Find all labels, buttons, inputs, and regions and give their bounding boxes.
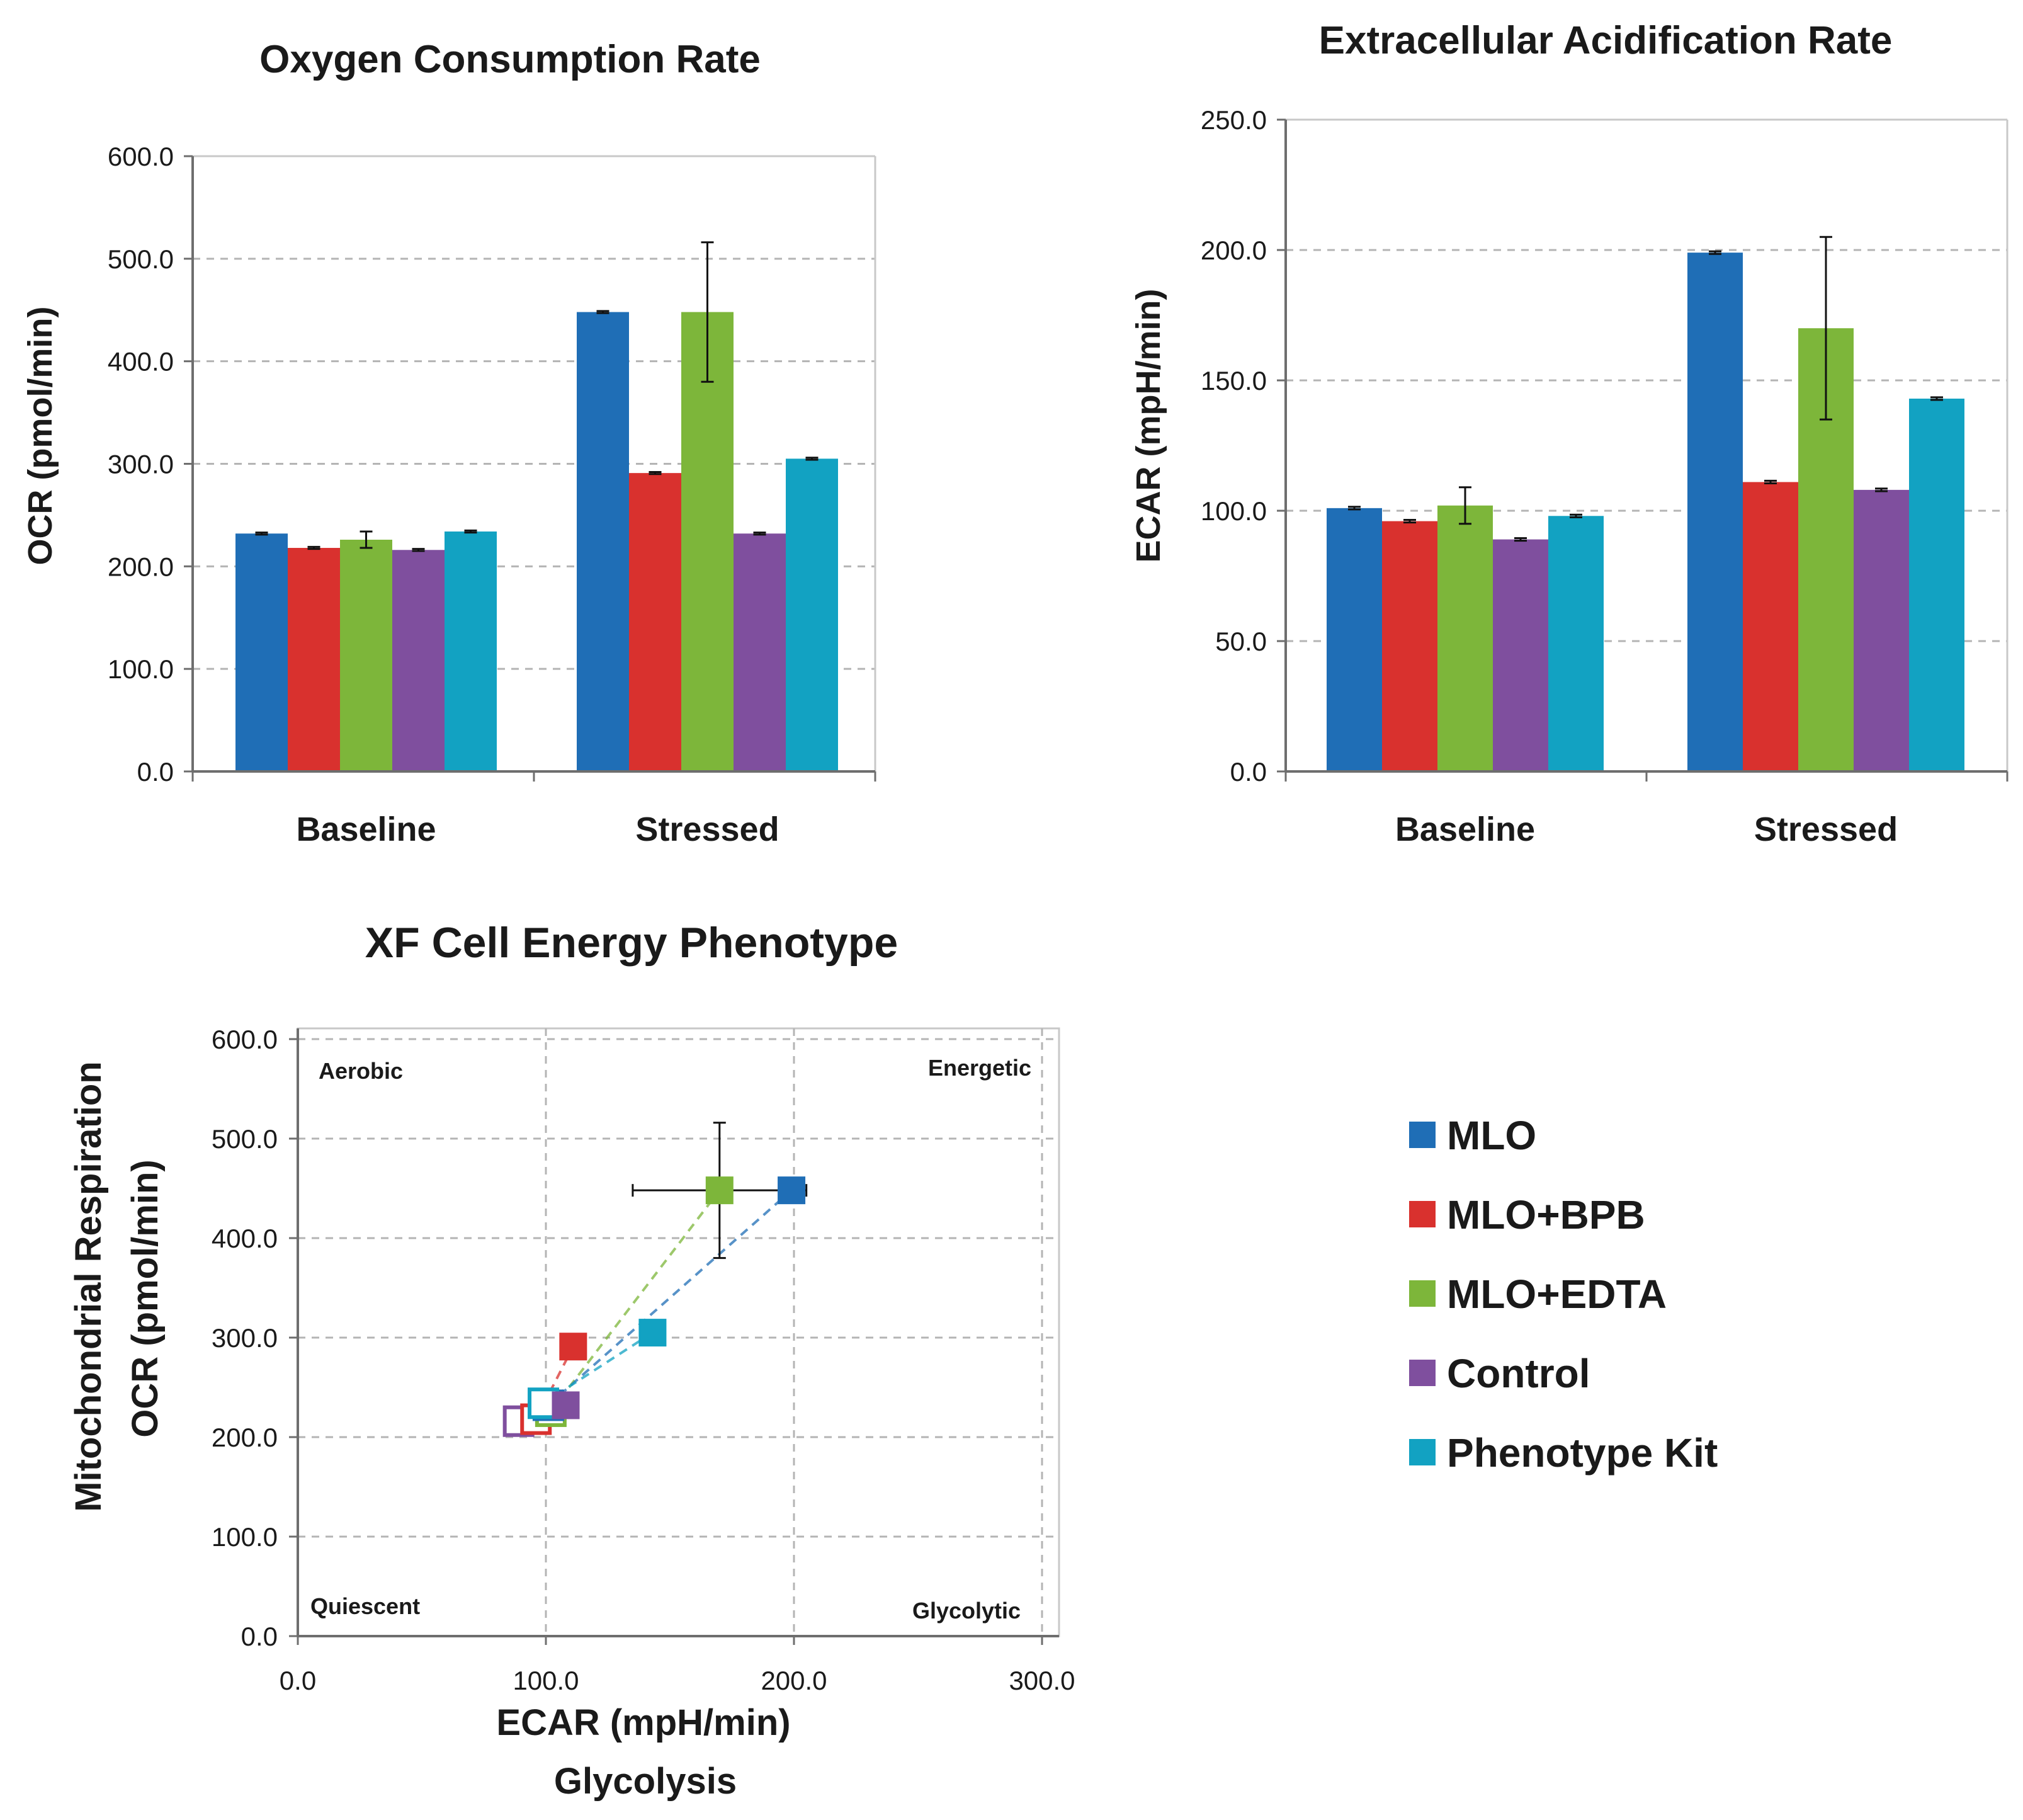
phenotype-ytick-label: 600.0 (212, 1025, 278, 1054)
quadrant-label-glycolytic: Glycolytic (912, 1598, 1021, 1624)
phenotype-xtick-label: 200.0 (761, 1666, 827, 1695)
stressed-marker-control (552, 1391, 580, 1419)
ecar-chart-title: Extracellular Acidification Rate (1319, 19, 1893, 62)
ecar-ytick-label: 250.0 (1201, 105, 1267, 135)
phenotype-ytick-label: 0.0 (241, 1622, 278, 1651)
ecar-bar-mlo-bpb-baseline (1382, 521, 1437, 771)
legend-label-phenotype-kit: Phenotype Kit (1447, 1430, 1718, 1476)
ecar-bar-chart: Extracellular Acidification Rate ECAR (m… (1130, 19, 2009, 848)
stressed-marker-mlo (778, 1176, 806, 1205)
ocr-bar-control-baseline (392, 550, 445, 771)
phenotype-xtick-label: 100.0 (513, 1666, 579, 1695)
stressed-marker-mlo-bpb (559, 1333, 587, 1361)
ecar-ytick-label: 150.0 (1201, 366, 1267, 395)
legend-item-mlo: MLO (1409, 1113, 1536, 1158)
ecar-bar-control-baseline (1493, 539, 1548, 771)
ocr-bar-mlo-bpb-baseline (288, 548, 340, 771)
phenotype-ytick-label: 400.0 (212, 1224, 278, 1253)
ocr-bar-mlo-edta-stressed (681, 312, 734, 771)
ecar-bar-mlo-baseline (1327, 508, 1382, 771)
ocr-bar-mlo-baseline (235, 533, 288, 771)
ocr-ytick-label: 100.0 (108, 654, 174, 684)
phenotype-ytick-label: 100.0 (212, 1522, 278, 1552)
phenotype-plot-frame (297, 1027, 1060, 1637)
legend-swatch-mlo-edta (1409, 1280, 1436, 1307)
ocr-category-label-baseline: Baseline (296, 810, 436, 848)
ocr-ytick-label: 200.0 (108, 552, 174, 581)
ecar-ytick-label: 200.0 (1201, 236, 1267, 265)
phenotype-ytick-label: 500.0 (212, 1124, 278, 1154)
ecar-bar-phenotype-kit-baseline (1548, 516, 1604, 771)
legend-label-mlo-edta: MLO+EDTA (1447, 1271, 1667, 1317)
phenotype-x-axis-label-line2: Glycolysis (554, 1761, 737, 1802)
ecar-ytick-label: 50.0 (1215, 627, 1267, 656)
ecar-bar-mlo-bpb-stressed (1743, 482, 1798, 771)
ocr-bar-mlo-bpb-stressed (629, 473, 681, 771)
legend-swatch-mlo (1409, 1122, 1436, 1148)
legend-item-control: Control (1409, 1351, 1590, 1396)
ocr-bar-phenotype-kit-stressed (786, 458, 838, 771)
ecar-category-label-stressed: Stressed (1754, 810, 1898, 848)
legend-label-mlo: MLO (1447, 1113, 1536, 1158)
legend-label-mlo-bpb: MLO+BPB (1447, 1192, 1645, 1237)
ocr-ytick-label: 500.0 (108, 244, 174, 274)
ecar-category-label-baseline: Baseline (1395, 810, 1535, 848)
phenotype-chart-title: XF Cell Energy Phenotype (365, 919, 898, 967)
connector-mlo-edta (550, 1189, 721, 1413)
ocr-bar-chart: Oxygen Consumption Rate OCR (pmol/min) 0… (21, 38, 876, 848)
ecar-bar-mlo-stressed (1687, 253, 1743, 771)
legend-item-phenotype-kit: Phenotype Kit (1409, 1430, 1718, 1476)
phenotype-ytick-label: 200.0 (212, 1423, 278, 1452)
ocr-ytick-label: 400.0 (108, 347, 174, 377)
ecar-ytick-label: 0.0 (1230, 757, 1267, 787)
phenotype-x-axis-label-line1: ECAR (mpH/min) (496, 1702, 790, 1743)
ocr-bar-mlo-stressed (577, 312, 629, 771)
ecar-bar-control-stressed (1854, 489, 1909, 771)
ecar-bar-phenotype-kit-stressed (1909, 398, 1964, 771)
stressed-marker-phenotype-kit (638, 1319, 667, 1347)
legend: MLO MLO+BPB MLO+EDTA Control Phenotype Kit (1409, 1113, 1718, 1476)
ecar-ytick-label: 100.0 (1201, 496, 1267, 526)
stressed-marker-mlo-edta (705, 1176, 734, 1205)
quadrant-label-aerobic: Aerobic (319, 1058, 403, 1084)
ocr-y-axis-label: OCR (pmol/min) (21, 307, 59, 566)
ocr-category-label-stressed: Stressed (635, 810, 779, 848)
ecar-y-axis-label: ECAR (mpH/min) (1130, 289, 1167, 563)
ocr-bar-mlo-edta-baseline (340, 539, 392, 771)
legend-swatch-control (1409, 1360, 1436, 1386)
ocr-chart-title: Oxygen Consumption Rate (259, 38, 761, 81)
legend-item-mlo-bpb: MLO+BPB (1409, 1192, 1645, 1237)
phenotype-xtick-label: 0.0 (280, 1666, 316, 1695)
ocr-ytick-label: 300.0 (108, 450, 174, 479)
legend-swatch-mlo-bpb (1409, 1201, 1436, 1227)
phenotype-xtick-label: 300.0 (1009, 1666, 1075, 1695)
ecar-bar-mlo-edta-baseline (1437, 505, 1493, 771)
phenotype-scatter-chart: XF Cell Energy Phenotype Mitochondrial R… (68, 919, 1075, 1802)
quadrant-label-energetic: Energetic (928, 1055, 1031, 1081)
quadrant-label-quiescent: Quiescent (310, 1593, 420, 1619)
legend-swatch-phenotype-kit (1409, 1439, 1436, 1465)
ocr-bar-control-stressed (734, 533, 786, 771)
ocr-bar-phenotype-kit-baseline (445, 531, 497, 771)
legend-label-control: Control (1447, 1351, 1590, 1396)
phenotype-y-axis-label-line2: OCR (pmol/min) (125, 1159, 166, 1437)
legend-item-mlo-edta: MLO+EDTA (1409, 1271, 1667, 1317)
ocr-ytick-label: 600.0 (108, 142, 174, 171)
phenotype-y-axis-label-line1: Mitochondrial Respiration (68, 1061, 109, 1511)
connector-mlo (547, 1189, 793, 1406)
phenotype-ytick-label: 300.0 (212, 1323, 278, 1353)
ocr-ytick-label: 0.0 (137, 757, 174, 787)
